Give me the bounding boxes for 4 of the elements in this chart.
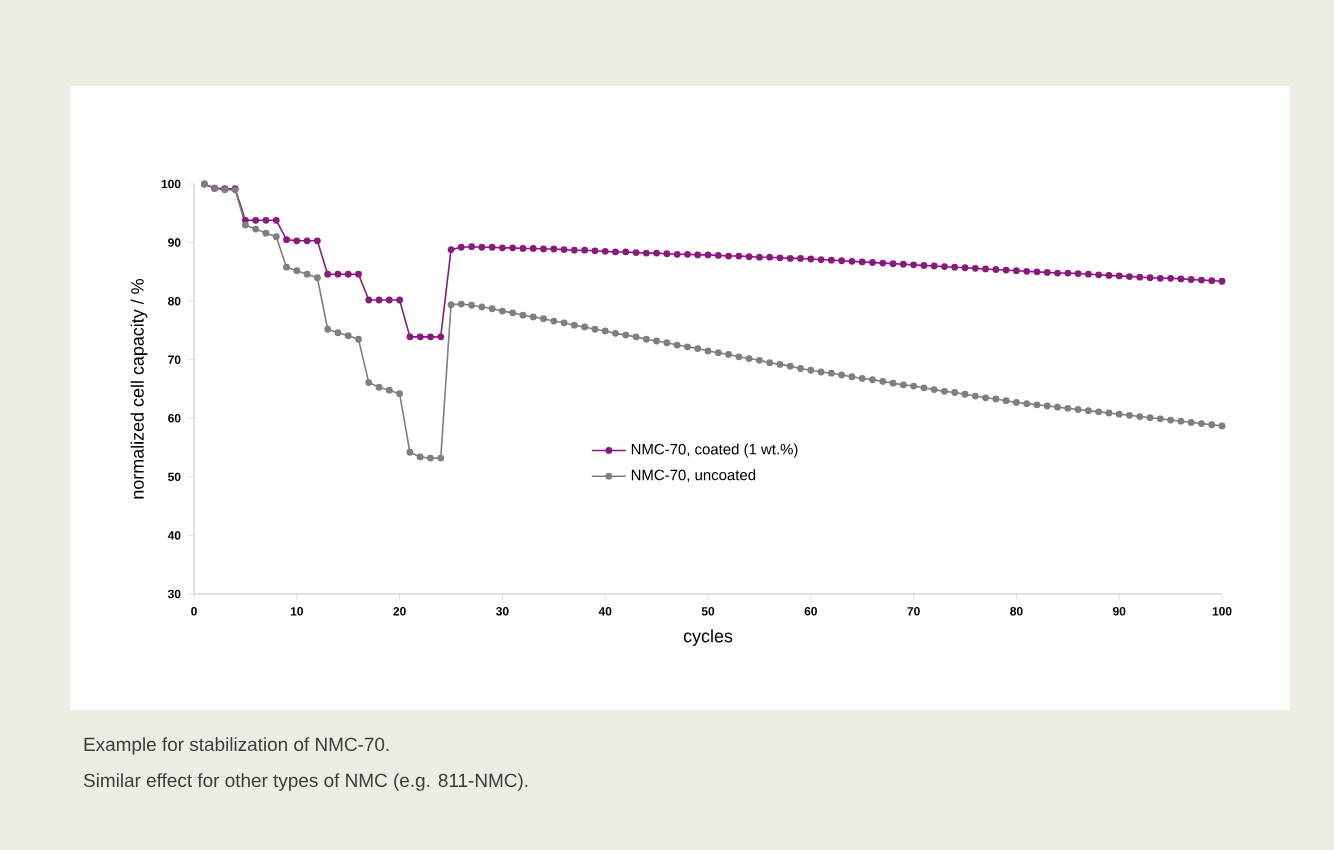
x-axis-title: cycles	[683, 629, 733, 646]
text: Example for stabilization of NMC-70.	[84, 737, 389, 755]
y-axis-title: normalized cell capacity / %	[130, 279, 148, 499]
text: Similar effect for other types of NMC (e.g. 811-NMC).	[83, 773, 528, 791]
